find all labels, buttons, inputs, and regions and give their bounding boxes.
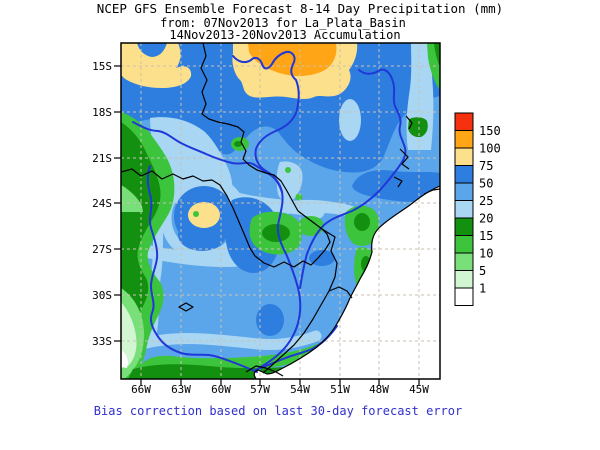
- political-borders: [121, 43, 440, 379]
- legend-label: 1: [479, 282, 486, 296]
- lat-label: 18S: [92, 106, 112, 119]
- region-5-10-west-pocket-mid: [121, 185, 143, 212]
- green-spot: [285, 167, 291, 173]
- region-15-20-paraguay-core: [262, 224, 290, 242]
- region-20-25-center-patch: [276, 161, 303, 202]
- region-20-25-coastal-band: [285, 199, 370, 222]
- legend-swatch: [454, 235, 474, 254]
- border-paraguay-brazil: [297, 210, 323, 230]
- map-frame: [120, 42, 441, 380]
- region-50-75-ring-bulge: [178, 219, 226, 251]
- lon-label: 48W: [369, 383, 389, 396]
- region-15-20-core-19S: [234, 141, 242, 147]
- axis-ticks: [114, 65, 420, 385]
- lon-label: 54W: [290, 383, 310, 396]
- lat-label: 15S: [92, 60, 112, 73]
- legend-labels: 150 100 75 50 25 20 15 10 5 1: [479, 124, 501, 296]
- lat-label: 33S: [92, 335, 112, 348]
- chart-title-line2: from: 07Nov2013 for La_Plata_Basin: [160, 16, 406, 30]
- legend-swatch: [454, 270, 474, 289]
- legend-swatch: [454, 200, 474, 219]
- river-parana-upper: [299, 68, 407, 289]
- legend-label: 150: [479, 124, 501, 138]
- green-spot: [295, 193, 303, 201]
- region-50-75-north: [121, 43, 440, 173]
- region-15-20-northeast-corner: [434, 43, 440, 68]
- border-uruguay-brazil: [328, 286, 353, 299]
- y-axis-labels: 15S 18S 21S 24S 27S 30S 33S: [92, 60, 112, 348]
- region-under-1-west-pocket: [121, 350, 128, 368]
- chart-title-line1: NCEP GFS Ensemble Forecast 8-14 Day Prec…: [97, 1, 503, 16]
- region-75-100-oval: [188, 202, 220, 228]
- river-north-meander: [232, 50, 297, 81]
- chart-title-line3: 14Nov2013-20Nov2013 Accumulation: [169, 28, 400, 42]
- legend-swatch: [454, 217, 474, 236]
- lon-label: 57W: [250, 383, 270, 396]
- border-detail-east-1: [405, 115, 413, 130]
- border-plata-shore: [245, 365, 284, 377]
- region-50-75-blob-south: [256, 304, 284, 336]
- legend-swatch: [454, 182, 474, 201]
- legend-swatch: [454, 252, 474, 271]
- ocean-mask: [254, 186, 440, 379]
- region-50-75-patch-north-center: [286, 125, 334, 155]
- legend-label: 75: [479, 159, 493, 173]
- legend-label: 5: [479, 264, 486, 278]
- border-paraguay-argentina: [254, 228, 331, 268]
- region-10-15-inland-blob: [298, 216, 324, 236]
- legend-label: 100: [479, 142, 501, 156]
- graticule: [121, 43, 440, 379]
- river-salado: [146, 165, 258, 373]
- lat-label: 27S: [92, 243, 112, 256]
- legend-swatch: [454, 165, 474, 184]
- region-50-75-blob-east: [309, 250, 335, 266]
- region-15-20-coast-core-north: [354, 213, 370, 231]
- lat-label: 21S: [92, 152, 112, 165]
- legend-colorbar: [454, 112, 474, 306]
- legend-label: 50: [479, 177, 493, 191]
- lon-label: 63W: [171, 383, 191, 396]
- region-1-5-west-pocket: [121, 302, 137, 368]
- border-detail-east-2: [399, 148, 410, 170]
- lon-label: 60W: [211, 383, 231, 396]
- border-argentina-west: [121, 168, 256, 257]
- legend-swatch: [454, 112, 474, 131]
- region-20-25-blob-northcenter: [339, 99, 361, 141]
- legend-label: 15: [479, 229, 493, 243]
- bias-correction-caption: Bias correction based on last 30-day for…: [94, 404, 462, 418]
- lat-label: 30S: [92, 289, 112, 302]
- legend-label: 10: [479, 247, 493, 261]
- lon-label: 66W: [131, 383, 151, 396]
- lake-mar-chiquita-outline: [178, 302, 194, 312]
- coastline: [253, 185, 440, 379]
- title-block: NCEP GFS Ensemble Forecast 8-14 Day Prec…: [97, 1, 503, 42]
- green-spot: [193, 211, 199, 217]
- region-15-20-east-strip-patch: [408, 117, 428, 138]
- region-50-75-east: [352, 170, 440, 202]
- border-detail-east-3: [393, 176, 403, 188]
- legend-label: 25: [479, 194, 493, 208]
- legend-label: 20: [479, 212, 493, 226]
- border-argentina-brazil-uruguay: [262, 228, 338, 374]
- legend-swatch: [454, 130, 474, 149]
- lat-label: 24S: [92, 197, 112, 210]
- legend-swatch: [454, 147, 474, 166]
- region-100-150-north-max: [248, 43, 337, 77]
- region-15-20-south-band: [128, 364, 286, 379]
- legend-swatch: [454, 287, 474, 306]
- lon-label: 51W: [330, 383, 350, 396]
- river-paraguay: [253, 79, 302, 372]
- lon-label: 45W: [409, 383, 429, 396]
- x-axis-labels: 66W 63W 60W 57W 54W 51W 48W 45W: [131, 383, 429, 396]
- region-75-100-northwest: [121, 43, 192, 88]
- border-bolivia-brazil: [200, 43, 299, 212]
